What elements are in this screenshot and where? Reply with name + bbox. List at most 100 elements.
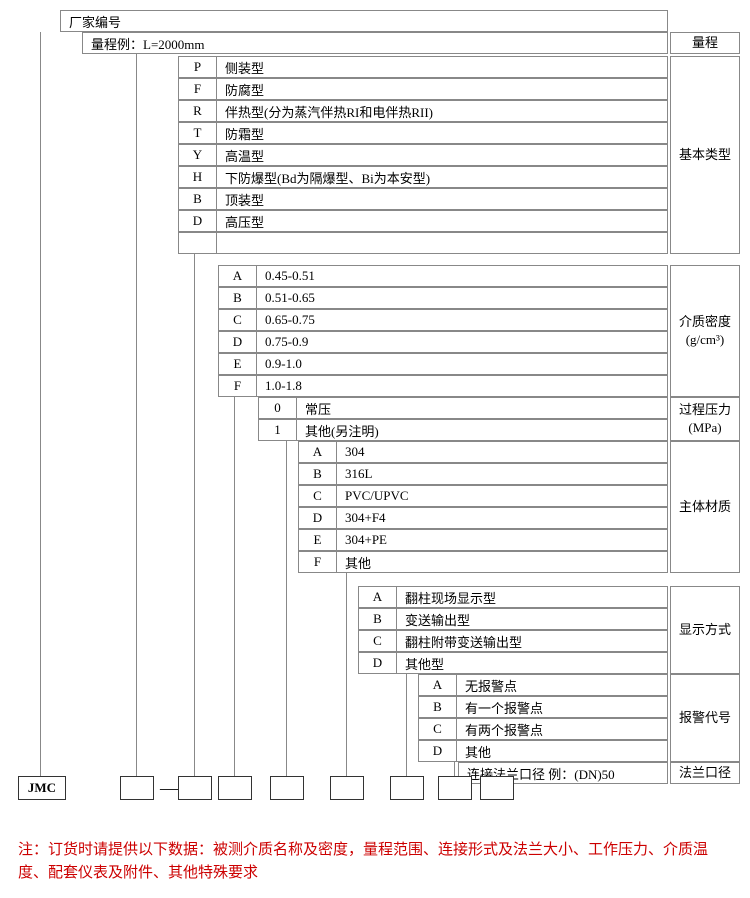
spec-row: Y高温型 [178,144,668,166]
code-cell: D [179,211,217,231]
desc-cell: 常压 [297,398,667,418]
spec-row: A翻柱现场显示型 [358,586,668,608]
connector-vline [40,32,41,776]
desc-cell: 0.65-0.75 [257,310,667,330]
code-cell: F [179,79,217,99]
order-note: 注：订货时请提供以下数据：被测介质名称及密度，量程范围、连接形式及法兰大小、工作… [10,835,740,888]
code-cell: E [219,354,257,374]
desc-cell: 0.75-0.9 [257,332,667,352]
spec-row: R伴热型(分为蒸汽伴热RI和电伴热RII) [178,100,668,122]
spec-row: B变送输出型 [358,608,668,630]
mfg-number-header: 厂家编号 [60,10,668,32]
range-label: 量程 [670,32,740,54]
desc-cell [217,233,667,253]
group-label: 过程压力 (MPa) [670,397,740,441]
group-label: 主体材质 [670,441,740,573]
desc-cell: 304+PE [337,530,667,550]
code-cell: D [359,653,397,673]
code-cell: 1 [259,420,297,440]
desc-cell: 0.51-0.65 [257,288,667,308]
desc-cell: 防腐型 [217,79,667,99]
code-cell: T [179,123,217,143]
group-label: 报警代号 [670,674,740,762]
code-cell: B [219,288,257,308]
desc-cell: 有两个报警点 [457,719,667,739]
code-cell: F [299,552,337,572]
spec-row: 0常压 [258,397,668,419]
spec-row: D其他 [418,740,668,762]
spec-row: E304+PE [298,529,668,551]
code-box [480,776,514,800]
code-cell: B [299,464,337,484]
connector-vline [454,762,455,776]
connector-vline [406,674,407,776]
code-cell: R [179,101,217,121]
code-cell: B [419,697,457,717]
spec-row: D0.75-0.9 [218,331,668,353]
spec-row: B316L [298,463,668,485]
spec-row: D其他型 [358,652,668,674]
code-box [120,776,154,800]
connector-vline [346,573,347,776]
spec-row: H下防爆型(Bd为隔爆型、Bi为本安型) [178,166,668,188]
spec-row: C有两个报警点 [418,718,668,740]
desc-cell: 无报警点 [457,675,667,695]
spec-row: D304+F4 [298,507,668,529]
desc-cell: 其他 [457,741,667,761]
spec-row: F1.0-1.8 [218,375,668,397]
spec-row: 1其他(另注明) [258,419,668,441]
desc-cell: 304+F4 [337,508,667,528]
spec-row: F其他 [298,551,668,573]
spec-row: C0.65-0.75 [218,309,668,331]
spec-row: P侧装型 [178,56,668,78]
code-cell: A [359,587,397,607]
code-box [218,776,252,800]
desc-cell: 高温型 [217,145,667,165]
desc-cell: 其他型 [397,653,667,673]
code-cell: P [179,57,217,77]
code-cell: H [179,167,217,187]
desc-cell: 顶装型 [217,189,667,209]
spec-row: C翻柱附带变送输出型 [358,630,668,652]
code-cell: B [179,189,217,209]
code-cell: B [359,609,397,629]
spec-row: E0.9-1.0 [218,353,668,375]
desc-cell: 侧装型 [217,57,667,77]
flange-label: 法兰口径 [670,762,740,784]
code-box [178,776,212,800]
spec-row: D高压型 [178,210,668,232]
desc-cell: 有一个报警点 [457,697,667,717]
connector-vline [194,254,195,776]
desc-cell: 翻柱附带变送输出型 [397,631,667,651]
code-cell: D [219,332,257,352]
code-cell: C [219,310,257,330]
code-cell: A [219,266,257,286]
connector-vline [136,54,137,776]
code-cell: 0 [259,398,297,418]
desc-cell: 高压型 [217,211,667,231]
group-label: 基本类型 [670,56,740,254]
connector-vline [234,397,235,776]
spec-row: B顶装型 [178,188,668,210]
connector-vline [286,441,287,776]
group-label: 显示方式 [670,586,740,674]
spec-row: A0.45-0.51 [218,265,668,287]
code-cell: F [219,376,257,396]
desc-cell: 其他 [337,552,667,572]
desc-cell: 316L [337,464,667,484]
spec-row [178,232,668,254]
spec-row: T防霜型 [178,122,668,144]
code-cell: C [419,719,457,739]
code-cell: D [419,741,457,761]
spec-row: CPVC/UPVC [298,485,668,507]
group-label: 介质密度 (g/cm³) [670,265,740,397]
spec-row: A304 [298,441,668,463]
desc-cell: 变送输出型 [397,609,667,629]
desc-cell: 304 [337,442,667,462]
spec-row: F防腐型 [178,78,668,100]
desc-cell: PVC/UPVC [337,486,667,506]
spec-row: A无报警点 [418,674,668,696]
desc-cell: 防霜型 [217,123,667,143]
code-box [330,776,364,800]
code-box [390,776,424,800]
